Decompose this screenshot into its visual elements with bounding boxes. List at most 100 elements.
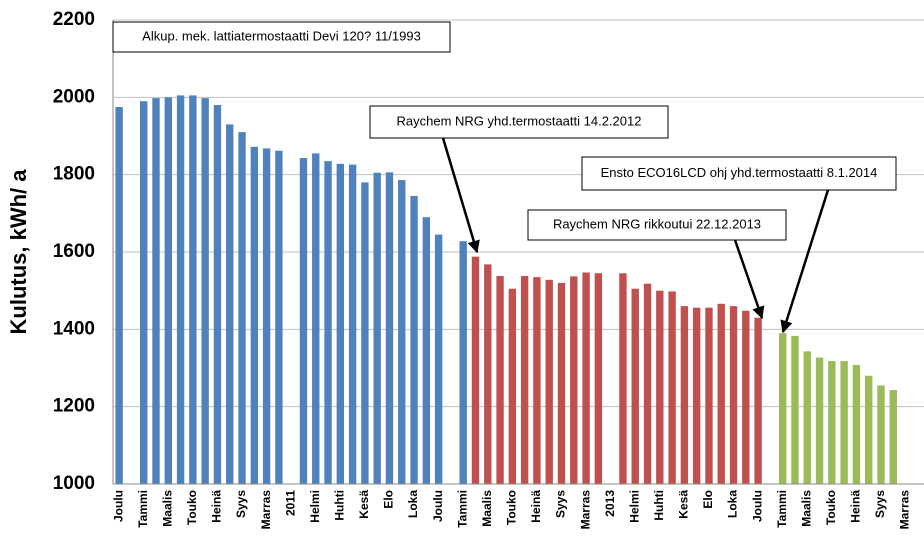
y-tick-label: 1200 (53, 396, 95, 417)
y-tick-label: 2000 (53, 86, 95, 107)
x-tick-label: Maalis (480, 490, 494, 527)
x-tick-label: 2011 (283, 490, 297, 516)
bar (680, 306, 689, 484)
annotation: Raychem NRG yhd.termostaatti 14.2.2012 (397, 113, 642, 128)
x-tick-label: Heinä (849, 490, 863, 523)
bar (385, 172, 394, 484)
bar (484, 264, 492, 484)
bar (361, 182, 369, 484)
x-tick-label: Syys (234, 490, 248, 518)
x-tick-label: Joulu (111, 490, 125, 522)
bar (594, 273, 603, 484)
annotation-box (112, 21, 451, 53)
bar (828, 361, 836, 484)
bar (275, 150, 283, 484)
annotation-arrow (441, 137, 480, 254)
annotation: Raychem NRG rikkoutui 22.12.2013 (553, 216, 761, 231)
x-tick-label: Huhti (332, 490, 346, 521)
x-tick-label: Kesä (357, 490, 371, 519)
bar (336, 163, 345, 484)
y-tick-label: 1800 (53, 164, 95, 185)
x-tick-label: Joulu (431, 490, 445, 522)
annotation-box (369, 105, 669, 139)
bar (312, 153, 320, 484)
x-tick-label: Syys (554, 490, 568, 518)
bar (373, 172, 381, 484)
bar (250, 146, 258, 484)
x-tick-label: Loka (406, 490, 420, 518)
x-tick-label: Loka (726, 490, 740, 518)
bar (496, 275, 504, 484)
bar (557, 282, 566, 484)
bar (779, 333, 787, 484)
bar (754, 317, 762, 484)
annotation-box (527, 209, 787, 241)
bar (545, 279, 553, 484)
annotation-box (581, 156, 897, 191)
bar (705, 307, 713, 484)
x-tick-label: 2013 (603, 490, 617, 517)
x-tick-label: Maalis (799, 490, 813, 527)
x-tick-label: Kesä (677, 490, 691, 519)
bar (865, 375, 873, 484)
x-tick-label: Tammi (136, 490, 150, 528)
bar (213, 105, 222, 485)
bar (533, 277, 541, 484)
bar (189, 95, 197, 485)
bar (729, 306, 738, 484)
x-tick-label: Marras (578, 490, 592, 530)
bar (803, 351, 811, 484)
x-tick-label: Touko (824, 490, 838, 525)
bar (889, 390, 897, 484)
bar (324, 161, 332, 484)
y-tick-label: 1600 (53, 241, 95, 262)
bar (398, 180, 406, 484)
bar (238, 132, 246, 484)
bar (619, 273, 627, 484)
x-tick-label: Marras (898, 490, 912, 530)
bar (152, 98, 160, 485)
bar (140, 101, 148, 484)
x-tick-label: Touko (505, 490, 519, 525)
x-tick-label: Heinä (529, 490, 543, 523)
bar (299, 158, 308, 485)
x-tick-label: Tammi (455, 490, 469, 528)
x-tick-label: Helmi (627, 490, 641, 523)
bar (115, 107, 123, 484)
bar (742, 310, 750, 484)
bar (840, 361, 848, 484)
bar (692, 307, 701, 484)
annotation-arrow (780, 189, 830, 334)
x-tick-label: Joulu (750, 490, 764, 522)
x-tick-label: Maalis (160, 490, 174, 527)
y-tick-label: 1000 (53, 473, 95, 494)
x-tick-label: Marras (259, 490, 273, 530)
x-tick-label: Elo (382, 490, 396, 509)
bar (877, 385, 885, 484)
x-tick-label: Huhti (652, 490, 666, 521)
bar (164, 97, 172, 484)
bar (668, 291, 676, 484)
x-tick-label: Elo (701, 490, 715, 509)
bar (508, 288, 517, 484)
bar (262, 148, 271, 484)
bar (852, 364, 861, 484)
bar (176, 95, 185, 485)
bar (422, 217, 431, 484)
bar (631, 288, 639, 484)
y-tick-label: 1400 (53, 318, 95, 339)
bar (791, 335, 799, 484)
x-tick-label: Touko (185, 490, 199, 525)
bar (348, 164, 357, 484)
bar (410, 195, 418, 484)
bar (226, 124, 234, 485)
x-tick-label: Syys (873, 490, 887, 518)
bar (520, 275, 529, 484)
bar (570, 276, 578, 484)
x-tick-label: Tammi (775, 490, 789, 528)
annotation: Alkup. mek. lattiatermostaatti Devi 120?… (142, 28, 421, 43)
bar (656, 290, 664, 484)
bar (582, 272, 590, 484)
y-axis-title: Kulutus, kWh/ a (6, 169, 31, 335)
